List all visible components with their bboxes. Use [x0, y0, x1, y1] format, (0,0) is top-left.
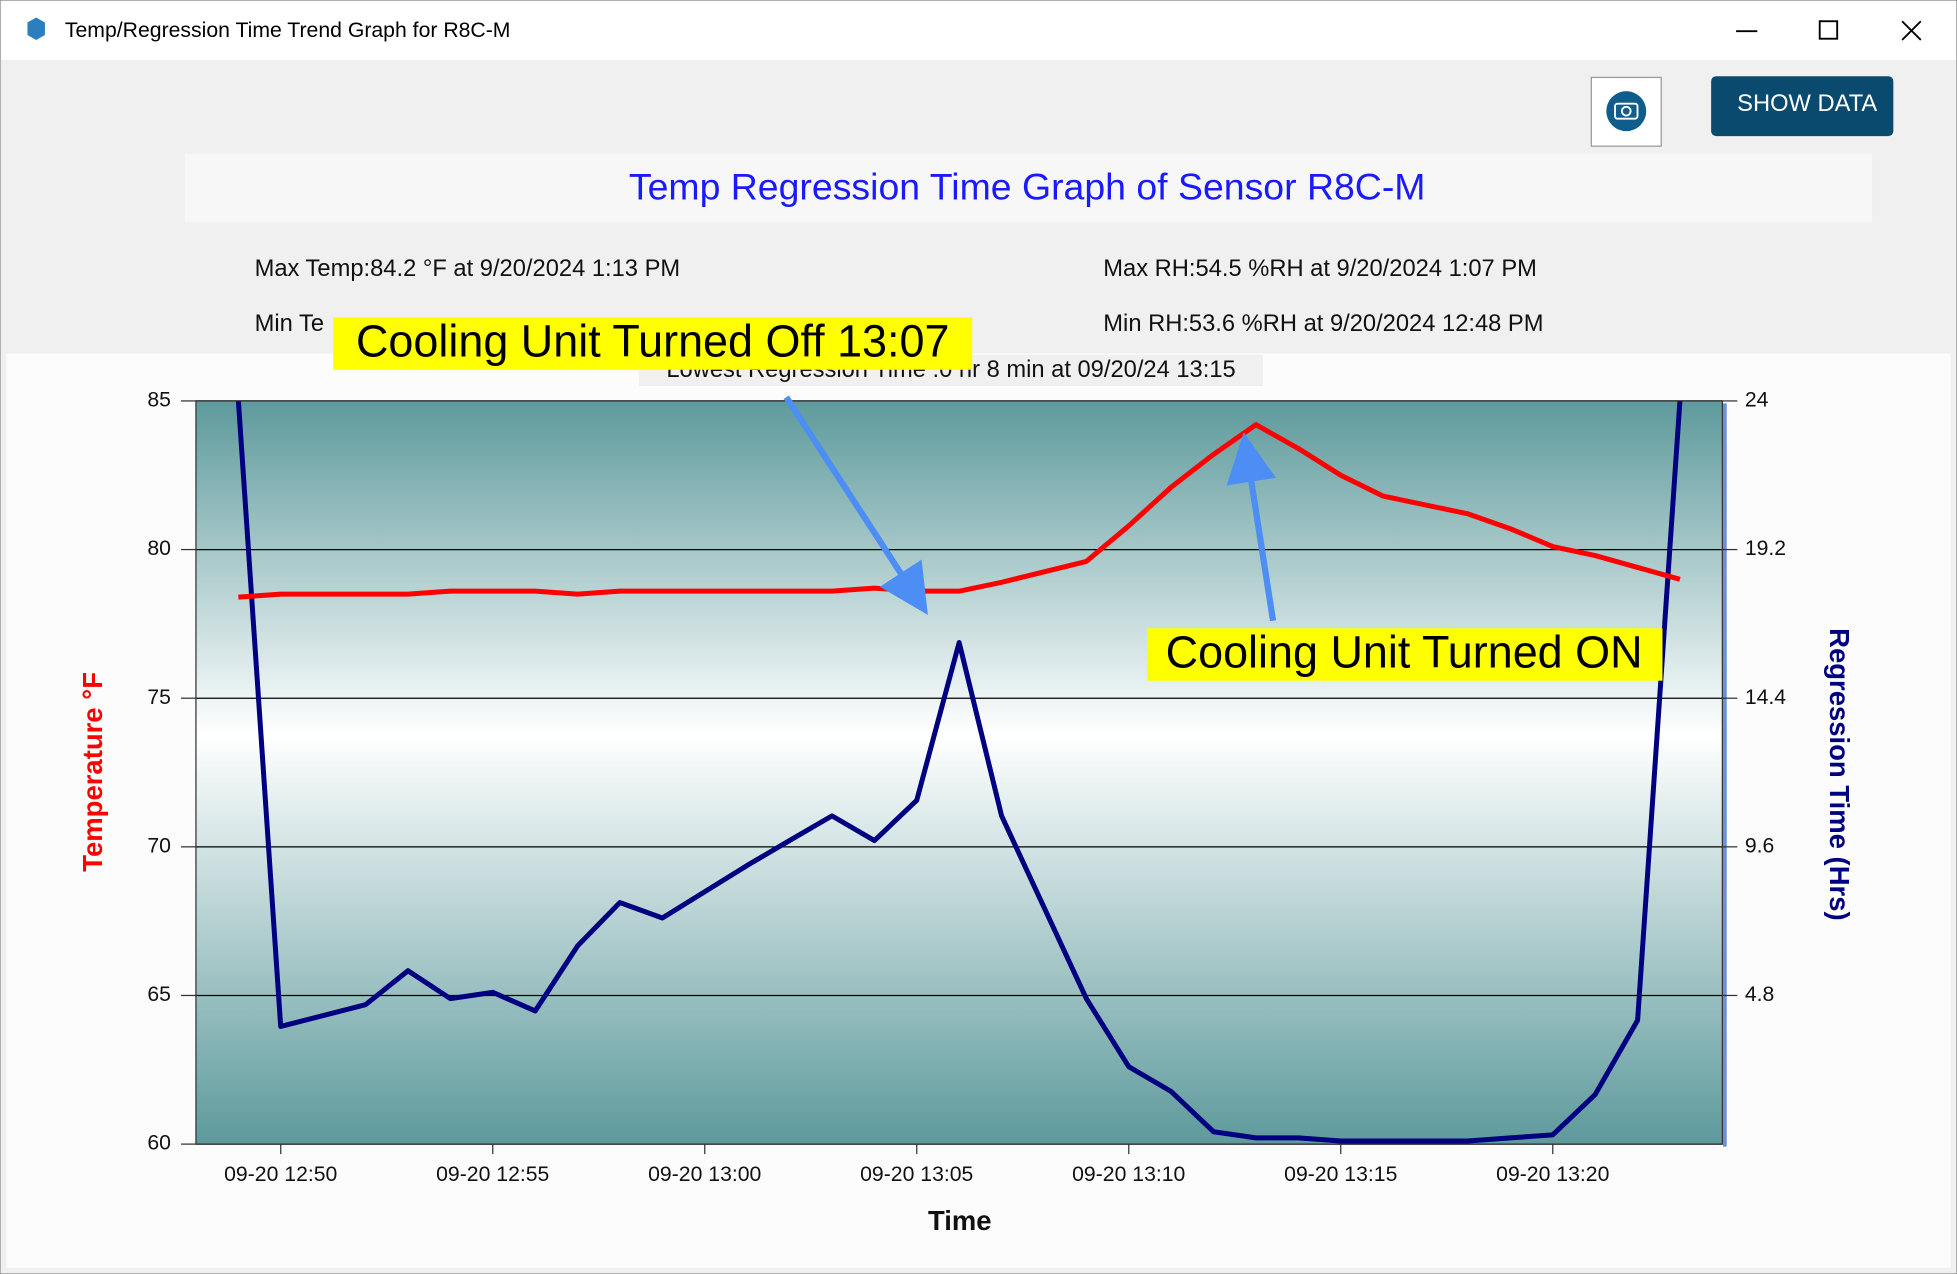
plot-border [195, 400, 1723, 1145]
max-temp: Max Temp:84.2 °F at 9/20/2024 1:13 PM [255, 256, 681, 282]
x-tick-label: 09-20 12:55 [436, 1163, 549, 1186]
annotation-arrow [783, 395, 928, 615]
annotation: Cooling Unit Turned Off 13:07 [356, 316, 949, 367]
title-band [184, 153, 1873, 223]
show-data-label: SHOW DATA [1737, 91, 1877, 117]
app-icon [27, 17, 45, 40]
y-tick-label: 85 [147, 389, 171, 412]
max-rh: Max RH:54.5 %RH at 9/20/2024 1:07 PM [1103, 256, 1537, 282]
y2-tick-label: 24 [1745, 389, 1769, 412]
annotation-box [333, 317, 973, 370]
x-tick-label: 09-20 13:00 [648, 1163, 761, 1186]
annotation-box [1146, 628, 1663, 681]
x-tick-label: 09-20 13:10 [1072, 1163, 1185, 1186]
x-axis-title: Time [928, 1205, 992, 1236]
plot-area [195, 400, 1723, 1145]
y2-tick-label: 9.6 [1745, 834, 1774, 857]
y-tick-label: 75 [147, 686, 171, 709]
annotation-arrow [1226, 432, 1277, 622]
x-tick-label: 09-20 13:20 [1496, 1163, 1609, 1186]
y-axis-title: Temperature °F [77, 672, 108, 872]
x-tick-label: 09-20 13:15 [1284, 1163, 1397, 1186]
camera-icon [1606, 91, 1647, 132]
x-tick-label: 09-20 13:05 [860, 1163, 973, 1186]
chart-title: Temp Regression Time Graph of Sensor R8C… [629, 166, 1426, 208]
y2-tick-label: 4.8 [1745, 983, 1774, 1006]
y-tick-label: 60 [147, 1132, 171, 1155]
title-bar [1, 1, 1956, 60]
camera-glyph [1614, 102, 1639, 120]
annotation: Cooling Unit Turned ON [1166, 627, 1643, 678]
series-line [235, 400, 1683, 1144]
x-tick-label: 09-20 12:50 [224, 1163, 337, 1186]
window-title: Temp/Regression Time Trend Graph for R8C… [65, 19, 511, 42]
camera-lens [1620, 105, 1632, 117]
maximize[interactable] [1818, 20, 1839, 40]
min-rh: Min RH:53.6 %RH at 9/20/2024 12:48 PM [1103, 311, 1543, 337]
show-data-button[interactable] [1711, 76, 1894, 137]
series-line [238, 422, 1681, 600]
y-tick-label: 80 [147, 537, 171, 560]
y-tick-label: 70 [147, 834, 171, 857]
close[interactable] [1901, 20, 1922, 41]
y-tick-label: 65 [147, 983, 171, 1006]
y2-tick-label: 14.4 [1745, 686, 1786, 709]
y2-tick-label: 19.2 [1745, 537, 1786, 560]
min-temp: Min Te [255, 311, 324, 337]
y2-axis-title: Regression Time (Hrs) [1824, 628, 1855, 921]
